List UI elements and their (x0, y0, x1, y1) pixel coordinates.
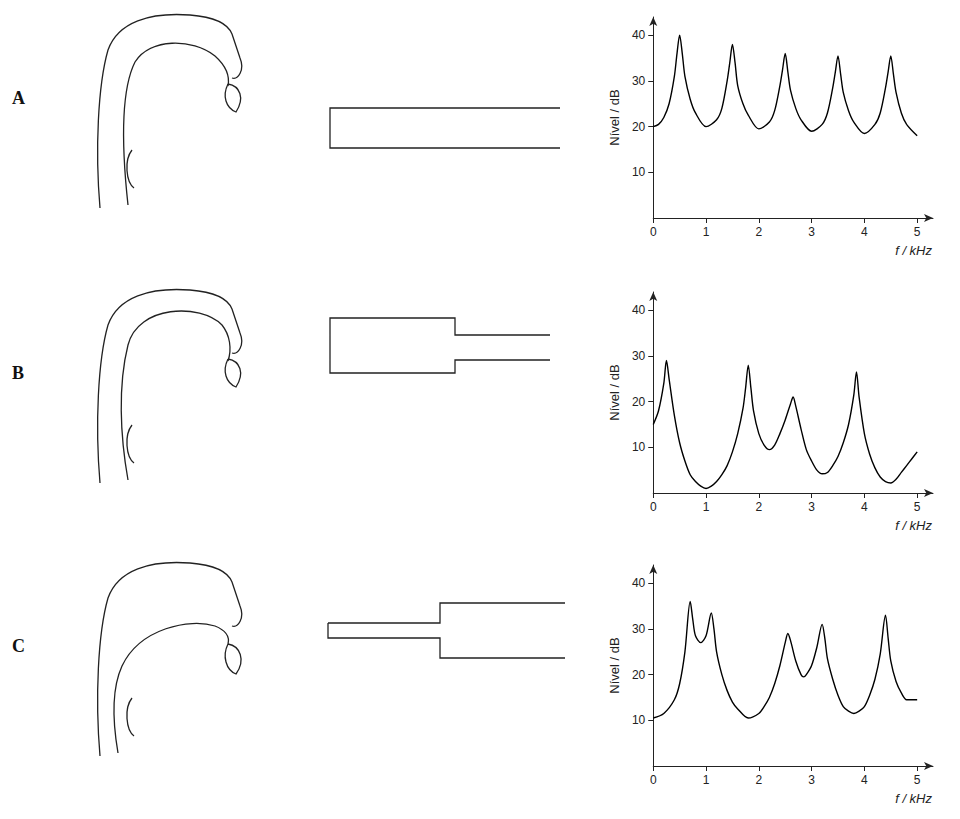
svg-text:2: 2 (755, 225, 762, 239)
svg-text:f / kHz: f / kHz (895, 791, 932, 806)
svg-text:Nível / dB: Nível / dB (607, 364, 622, 420)
svg-text:30: 30 (632, 349, 646, 363)
svg-text:10: 10 (632, 440, 646, 454)
svg-text:0: 0 (650, 500, 657, 514)
svg-text:Nível / dB: Nível / dB (607, 637, 622, 693)
svg-text:Nível / dB: Nível / dB (607, 89, 622, 145)
svg-text:3: 3 (808, 773, 815, 787)
svg-text:5: 5 (914, 773, 921, 787)
svg-text:20: 20 (632, 668, 646, 682)
svg-text:f / kHz: f / kHz (895, 243, 932, 258)
svg-text:1: 1 (703, 500, 710, 514)
svg-text:1: 1 (703, 225, 710, 239)
svg-text:20: 20 (632, 395, 646, 409)
svg-text:0: 0 (650, 773, 657, 787)
svg-text:20: 20 (632, 120, 646, 134)
svg-text:40: 40 (632, 303, 646, 317)
svg-text:2: 2 (755, 500, 762, 514)
svg-text:5: 5 (914, 225, 921, 239)
svg-text:10: 10 (632, 713, 646, 727)
svg-text:30: 30 (632, 74, 646, 88)
svg-text:3: 3 (808, 225, 815, 239)
svg-text:40: 40 (632, 576, 646, 590)
svg-text:f / kHz: f / kHz (895, 518, 932, 533)
svg-text:B: B (12, 363, 24, 383)
svg-text:5: 5 (914, 500, 921, 514)
svg-text:2: 2 (755, 773, 762, 787)
svg-text:A: A (12, 88, 25, 108)
svg-text:30: 30 (632, 622, 646, 636)
svg-text:4: 4 (861, 773, 868, 787)
svg-text:C: C (12, 636, 25, 656)
svg-text:4: 4 (861, 500, 868, 514)
svg-text:40: 40 (632, 28, 646, 42)
svg-text:3: 3 (808, 500, 815, 514)
svg-text:1: 1 (703, 773, 710, 787)
svg-text:0: 0 (650, 225, 657, 239)
svg-text:10: 10 (632, 165, 646, 179)
svg-text:4: 4 (861, 225, 868, 239)
